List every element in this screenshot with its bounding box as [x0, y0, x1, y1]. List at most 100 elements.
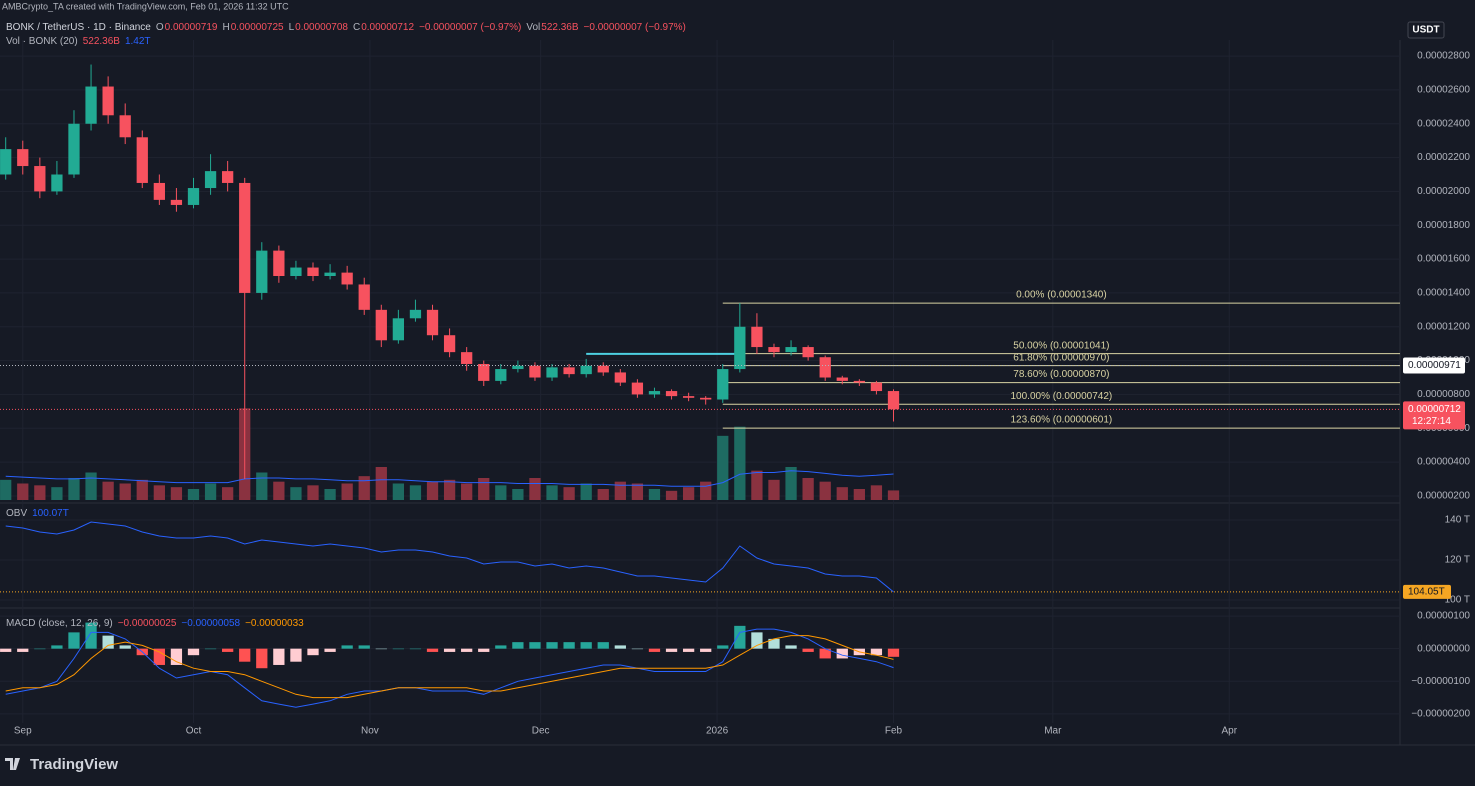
volume-bar [170, 487, 183, 500]
candle-body [580, 365, 592, 375]
price-badge-label: 0.00000971 [1408, 360, 1461, 371]
legend: MACD (close, 12, 26, 9) −0.00000025 −0.000… [6, 618, 309, 629]
macd-histogram [17, 648, 29, 652]
volume-bar [85, 472, 97, 500]
volume-bar [409, 485, 422, 500]
volume-bar [648, 489, 661, 500]
candle-body [768, 347, 780, 353]
vol-ma-value: 1.42T [124, 36, 151, 47]
candle-body [187, 188, 200, 205]
volume-bar [478, 478, 490, 500]
volume-bar [682, 487, 695, 500]
macd-histogram [426, 648, 439, 652]
candle-body [119, 115, 131, 138]
candle-body [478, 363, 490, 381]
volume-bar [256, 472, 268, 500]
candle-body [700, 397, 712, 400]
macd-histogram [563, 642, 575, 649]
currency: USDT [1412, 25, 1439, 36]
y-tick-label: 0.00002600 [1417, 85, 1470, 96]
macd-histogram [102, 635, 114, 649]
candle-body [170, 199, 183, 205]
y-tick-label: 0.00000400 [1417, 457, 1470, 468]
candle-body [836, 377, 848, 381]
y-tick-label: 120 T [1445, 555, 1470, 566]
candle-body [392, 318, 405, 341]
macd-histogram [256, 648, 268, 669]
macd-histogram [290, 648, 302, 662]
x-tick-label: Nov [361, 726, 379, 737]
ohlc-value: 0.00000708 [295, 22, 348, 33]
candle-body [597, 365, 609, 373]
obv-value: 100.07T [32, 508, 69, 519]
x-tick-label: 2026 [706, 726, 729, 737]
macd-histogram [375, 648, 387, 650]
volume-bar [614, 481, 626, 500]
x-tick-label: Feb [885, 726, 903, 737]
macd-histogram [768, 638, 780, 649]
y-tick-label: 0.00000200 [1417, 491, 1470, 502]
ohlc-key: H [222, 22, 230, 33]
y-tick-label: 0.00002800 [1417, 51, 1470, 62]
macd-value: −0.00000033 [245, 618, 304, 629]
candle-body [222, 171, 234, 183]
candle-body [290, 267, 302, 277]
macd-histogram [614, 645, 626, 649]
ohlc-value: 0.00000712 [361, 22, 415, 33]
volume-bar [665, 490, 678, 500]
macd-value: −0.00000058 [181, 618, 241, 629]
volume-bar [563, 487, 575, 500]
candle-body [102, 86, 114, 116]
vol-study: Vol · BONK (20) [6, 36, 78, 47]
volume-bar [102, 481, 114, 500]
candle-body [546, 367, 558, 378]
volume-bar [136, 479, 148, 500]
candle-body [239, 182, 251, 293]
ohlc-value: 0.00000725 [230, 22, 284, 33]
brand: TradingView [30, 756, 118, 773]
macd-title: MACD (close, 12, 26, 9) [6, 618, 113, 629]
price-badge-label: 0.00000712 [1408, 404, 1461, 415]
macd-histogram [170, 648, 183, 665]
macd-histogram [273, 648, 285, 665]
volume-bar [512, 489, 524, 500]
fib-label: 61.80% (0.00000970) [1013, 352, 1109, 363]
candle-body [443, 335, 456, 353]
y-tick-label: 0.00001800 [1417, 220, 1470, 231]
volume-bar [802, 478, 814, 500]
macd-histogram [222, 648, 234, 652]
candle-body [495, 369, 507, 381]
volume-bar [119, 483, 131, 500]
fib-label: 0.00% (0.00001340) [1016, 290, 1107, 301]
volume-bar [290, 487, 302, 500]
value-badge [1403, 584, 1451, 599]
candle-body [682, 396, 695, 398]
fib-label: 78.60% (0.00000870) [1013, 369, 1109, 380]
y-tick-label: 0.00000800 [1417, 389, 1470, 400]
candle-body [136, 137, 148, 183]
volume-bar [443, 479, 456, 500]
candle-body [665, 391, 678, 397]
candle-body [563, 367, 575, 375]
macd-histogram [443, 648, 456, 652]
y-tick-label: −0.00000100 [1411, 676, 1470, 687]
candle-body [256, 250, 268, 293]
volume-bar [836, 487, 848, 500]
volume-bar [426, 481, 439, 500]
volume-bar [324, 489, 336, 500]
macd-histogram [665, 648, 678, 652]
candle-body [512, 365, 524, 370]
macd-histogram [51, 645, 63, 649]
macd-histogram [478, 648, 490, 652]
volume-bar [853, 489, 865, 500]
macd-histogram [392, 648, 405, 650]
price-badge [1403, 401, 1465, 430]
candle-body [51, 174, 63, 192]
volume-bar [785, 467, 797, 500]
x-tick-label: Oct [186, 726, 202, 737]
y-tick-label: 0.00000000 [1417, 643, 1470, 654]
candle-body [717, 369, 729, 400]
candle-body [409, 309, 422, 319]
macd-histogram [358, 645, 370, 649]
